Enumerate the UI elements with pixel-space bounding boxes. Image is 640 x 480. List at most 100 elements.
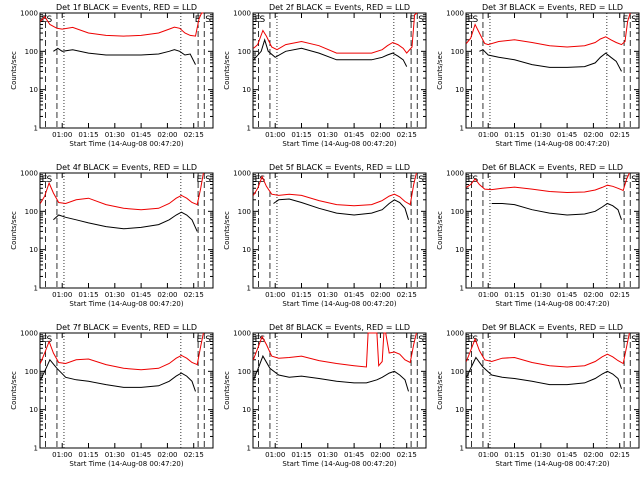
y-tick-label: 1 [460,445,464,453]
y-axis-label: Counts/sec [223,211,231,250]
event-marker-S: S [47,15,53,25]
event-marker-E: E [255,335,261,345]
event-marker-S: S [260,175,266,185]
x-tick-label: 01:00 [478,291,498,299]
x-axis-label: Start Time (14-Aug-08 00:47:20) [69,140,183,148]
y-tick-label: 10 [242,406,251,414]
x-tick-label: 02:15 [397,451,417,459]
chart-title: Det 9f BLACK = Events, RED = LLD [482,323,623,332]
x-tick-label: 02:15 [184,131,204,139]
y-tick-label: 1 [34,445,38,453]
x-axis-label: Start Time (14-Aug-08 00:47:20) [69,300,183,308]
event-marker-E: E [468,335,474,345]
plot-frame [252,172,427,289]
x-tick-label: 01:30 [318,451,338,459]
event-marker-S: S [260,335,266,345]
event-marker-S: S [418,15,424,25]
x-tick-label: 01:00 [265,291,285,299]
y-tick-label: 1000 [233,170,251,178]
x-tick-label: 01:45 [131,291,151,299]
series-line-events [273,198,409,220]
y-tick-label: 100 [238,208,251,216]
x-axis-label: Start Time (14-Aug-08 00:47:20) [282,460,396,468]
x-axis-label: Start Time (14-Aug-08 00:47:20) [282,300,396,308]
x-axis-label: Start Time (14-Aug-08 00:47:20) [495,460,609,468]
y-tick-label: 1 [247,125,251,133]
y-tick-label: 100 [451,208,464,216]
event-marker-S: S [47,175,53,185]
event-marker-E: E [622,175,628,185]
event-marker-E: E [196,175,202,185]
y-tick-label: 100 [451,48,464,56]
y-tick-label: 1 [247,285,251,293]
event-marker-E: E [42,335,48,345]
plot-frame [39,332,214,449]
x-tick-label: 02:00 [370,131,390,139]
y-axis-label: Counts/sec [10,211,18,250]
y-tick-label: 1000 [446,330,464,338]
event-marker-E: E [622,335,628,345]
y-tick-label: 1000 [446,170,464,178]
event-marker-E: E [468,15,474,25]
event-marker-S: S [418,335,424,345]
x-tick-label: 01:30 [531,451,551,459]
event-marker-E: E [196,335,202,345]
x-tick-label: 01:45 [557,131,577,139]
series-line-events [253,354,409,392]
series-line-events [479,49,622,72]
series-line-lld [39,332,204,371]
event-marker-E: E [409,175,415,185]
chart-panel-4: Det 4f BLACK = Events, RED = LLD 1 10 100 10… [10,163,214,308]
y-tick-label: 1000 [20,170,38,178]
y-tick-label: 1000 [20,330,38,338]
x-tick-label: 01:30 [318,131,338,139]
x-tick-label: 02:00 [370,451,390,459]
x-tick-label: 01:00 [265,451,285,459]
event-marker-E: E [255,15,261,25]
event-marker-S: S [260,15,266,25]
y-axis-label: Counts/sec [436,51,444,90]
x-tick-label: 01:00 [52,291,72,299]
y-tick-label: 10 [29,246,38,254]
series-line-lld [465,332,630,368]
y-tick-label: 10 [29,406,38,414]
event-marker-E: E [468,175,474,185]
y-tick-label: 100 [25,368,38,376]
x-tick-label: 02:00 [370,291,390,299]
chart-panel-2: Det 2f BLACK = Events, RED = LLD 1 10 100 10… [223,3,427,148]
plot-frame [252,332,427,449]
series-line-lld [253,12,418,54]
y-tick-label: 100 [25,208,38,216]
y-tick-label: 100 [238,368,251,376]
x-tick-label: 01:00 [478,451,498,459]
plot-frame [465,332,640,449]
y-tick-label: 1 [460,285,464,293]
y-tick-label: 10 [455,86,464,94]
x-tick-label: 01:30 [105,451,125,459]
x-tick-label: 01:30 [531,131,551,139]
event-marker-S: S [205,15,211,25]
chart-panel-1: Det 1f BLACK = Events, RED = LLD 1 10 100 10… [10,3,214,148]
x-tick-label: 02:15 [397,131,417,139]
event-marker-E: E [195,15,201,25]
y-tick-label: 1000 [233,330,251,338]
series-line-events [491,202,622,220]
event-marker-S: S [631,175,637,185]
event-marker-E: E [409,15,415,25]
chart-title: Det 1f BLACK = Events, RED = LLD [56,3,197,12]
y-axis-label: Counts/sec [223,51,231,90]
x-tick-label: 02:00 [157,451,177,459]
x-axis-label: Start Time (14-Aug-08 00:47:20) [282,140,396,148]
x-tick-label: 02:00 [583,291,603,299]
event-marker-S: S [47,335,53,345]
x-tick-label: 01:30 [105,131,125,139]
chart-panel-3: Det 3f BLACK = Events, RED = LLD 1 10 100 10… [436,3,640,148]
x-tick-label: 01:15 [291,451,311,459]
chart-title: Det 8f BLACK = Events, RED = LLD [269,323,410,332]
y-tick-label: 10 [455,406,464,414]
y-axis-label: Counts/sec [223,371,231,410]
x-tick-label: 01:15 [291,291,311,299]
y-tick-label: 1000 [446,10,464,18]
x-tick-label: 02:15 [610,131,630,139]
